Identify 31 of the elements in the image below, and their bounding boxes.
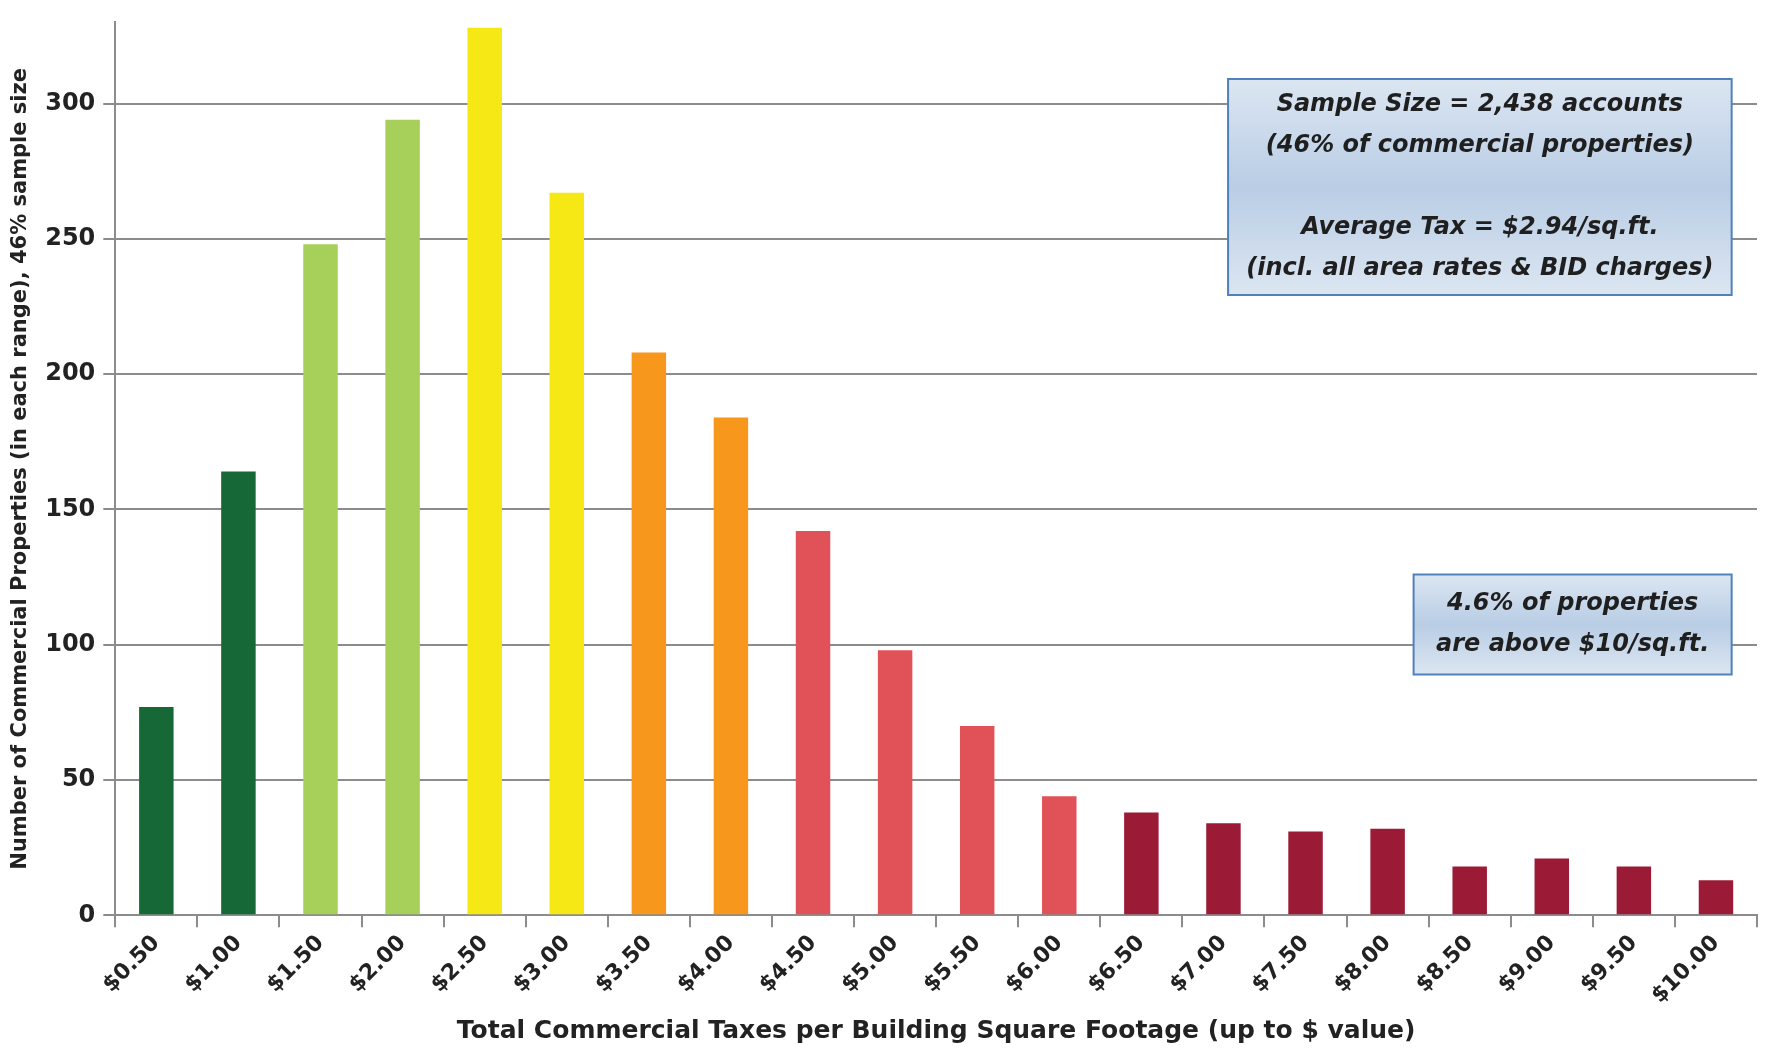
y-tick-label: 50 xyxy=(61,764,96,793)
bar xyxy=(549,192,584,915)
bar xyxy=(1042,796,1077,915)
bar xyxy=(221,471,256,915)
y-tick-label: 150 xyxy=(45,493,96,522)
y-axis-title: Number of Commercial Properties (in each range), 46% sample size xyxy=(7,67,32,870)
bar xyxy=(959,725,995,915)
y-tick-label: 0 xyxy=(78,899,96,928)
bar xyxy=(303,244,338,915)
bar xyxy=(139,706,174,915)
bar xyxy=(1288,831,1323,915)
bar xyxy=(385,119,420,915)
bar xyxy=(877,650,913,915)
bar xyxy=(1452,866,1487,915)
bar xyxy=(1698,880,1734,915)
bar xyxy=(713,417,749,915)
y-tick-label: 200 xyxy=(45,358,96,387)
bar xyxy=(1370,828,1405,915)
y-tick-label: 100 xyxy=(45,628,96,657)
bar xyxy=(1616,866,1652,915)
bar xyxy=(1534,858,1570,915)
y-tick-label: 250 xyxy=(45,223,96,252)
bar xyxy=(1124,812,1159,915)
x-axis-title: Total Commercial Taxes per Building Square Footage (up to $ value) xyxy=(456,1014,1416,1044)
annotation: 4.6% of properties are above $10/sq.ft. xyxy=(1435,588,1710,658)
y-tick-label: 300 xyxy=(45,87,96,116)
bar xyxy=(795,531,831,915)
text: Sample Size = 2,438 accounts (46% of commercial properties) Average Tax = $2.94/sq.ft. (incl. all area rates & BID charges) xyxy=(1246,89,1714,282)
bar xyxy=(631,352,667,915)
bar xyxy=(467,27,502,915)
bar xyxy=(1206,823,1241,915)
